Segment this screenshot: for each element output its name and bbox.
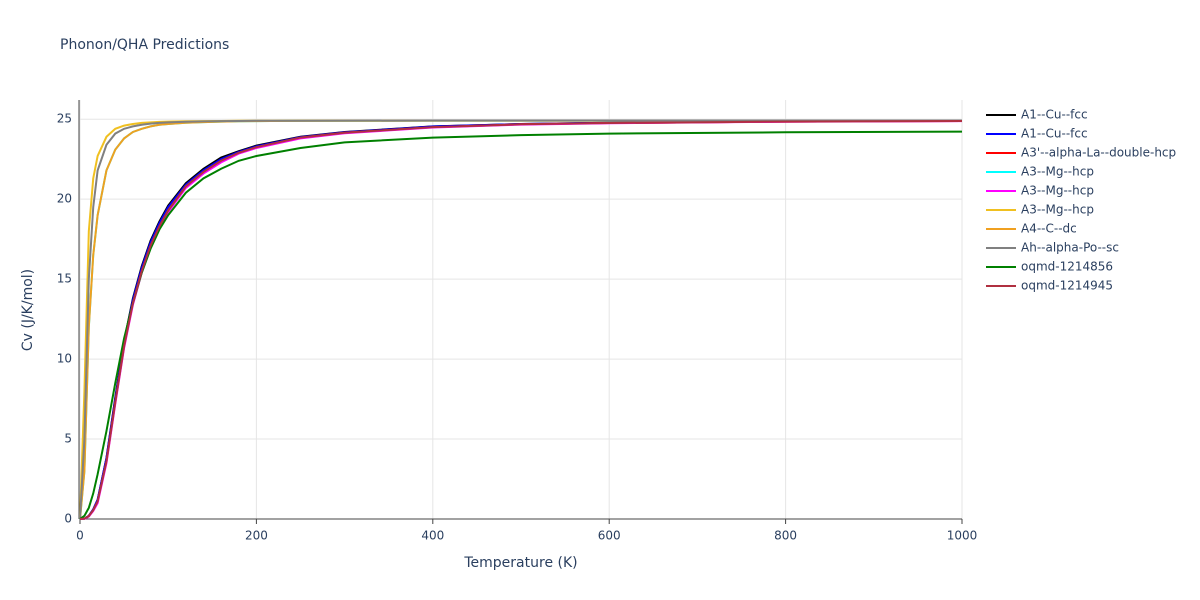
legend-label: A3--Mg--hcp	[1021, 165, 1094, 179]
x-tick-label: 600	[598, 529, 621, 543]
legend-label: oqmd-1214856	[1021, 260, 1113, 274]
series-line	[79, 119, 963, 520]
legend-label: A1--Cu--fcc	[1021, 108, 1088, 122]
series-line	[79, 130, 963, 520]
y-axis-title: Cv (J/K/mol)	[20, 269, 36, 351]
x-tick-label: 1000	[947, 529, 978, 543]
legend-label: A3'--alpha-La--double-hcp	[1021, 146, 1176, 160]
y-tick-label: 25	[57, 112, 72, 126]
series-line	[79, 119, 962, 520]
y-tick-label: 20	[57, 192, 72, 206]
series-line	[79, 119, 962, 520]
y-tick-label: 5	[64, 432, 72, 446]
series-line	[79, 120, 963, 520]
x-tick-label: 400	[421, 529, 444, 543]
series-line	[79, 119, 963, 520]
x-tick-label: 800	[774, 529, 797, 543]
legend-label: A3--Mg--hcp	[1021, 203, 1094, 217]
legend-label: A3--Mg--hcp	[1021, 184, 1094, 198]
legend-label: Ah--alpha-Po--sc	[1021, 241, 1119, 255]
x-axis-title: Temperature (K)	[463, 555, 577, 571]
legend-label: A4--C--dc	[1021, 222, 1077, 236]
chart-title: Phonon/QHA Predictions	[60, 37, 229, 53]
x-tick-label: 200	[245, 529, 268, 543]
x-tick-label: 0	[76, 529, 84, 543]
series-line	[79, 119, 962, 520]
series-line	[79, 119, 962, 520]
series-line	[79, 119, 963, 520]
y-tick-label: 15	[57, 272, 72, 286]
legend-label: oqmd-1214945	[1021, 279, 1113, 293]
y-tick-label: 10	[57, 352, 72, 366]
series-line	[79, 119, 963, 520]
legend-label: A1--Cu--fcc	[1021, 127, 1088, 141]
y-tick-label: 0	[64, 512, 72, 526]
